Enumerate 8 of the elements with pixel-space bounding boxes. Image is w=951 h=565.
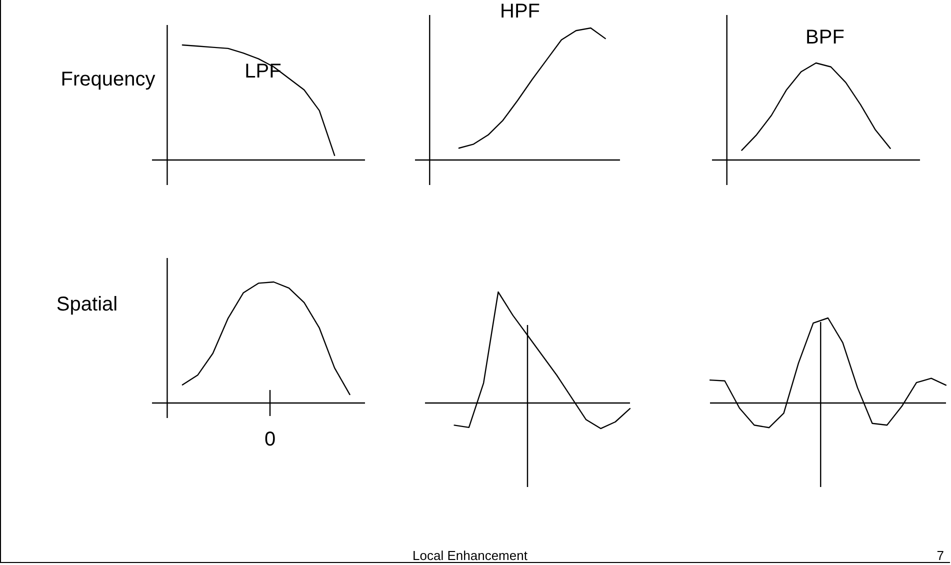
chart-title: HPF bbox=[500, 0, 540, 23]
text: 7 bbox=[936, 548, 944, 563]
y-axis-title: Frequency bbox=[60, 68, 156, 91]
text: LPF bbox=[244, 60, 282, 83]
chart-title: BPF bbox=[806, 26, 844, 49]
text: Local Enhancement bbox=[412, 548, 528, 563]
y-axis-title: Spatial bbox=[56, 294, 118, 316]
text: 0 bbox=[264, 428, 276, 451]
